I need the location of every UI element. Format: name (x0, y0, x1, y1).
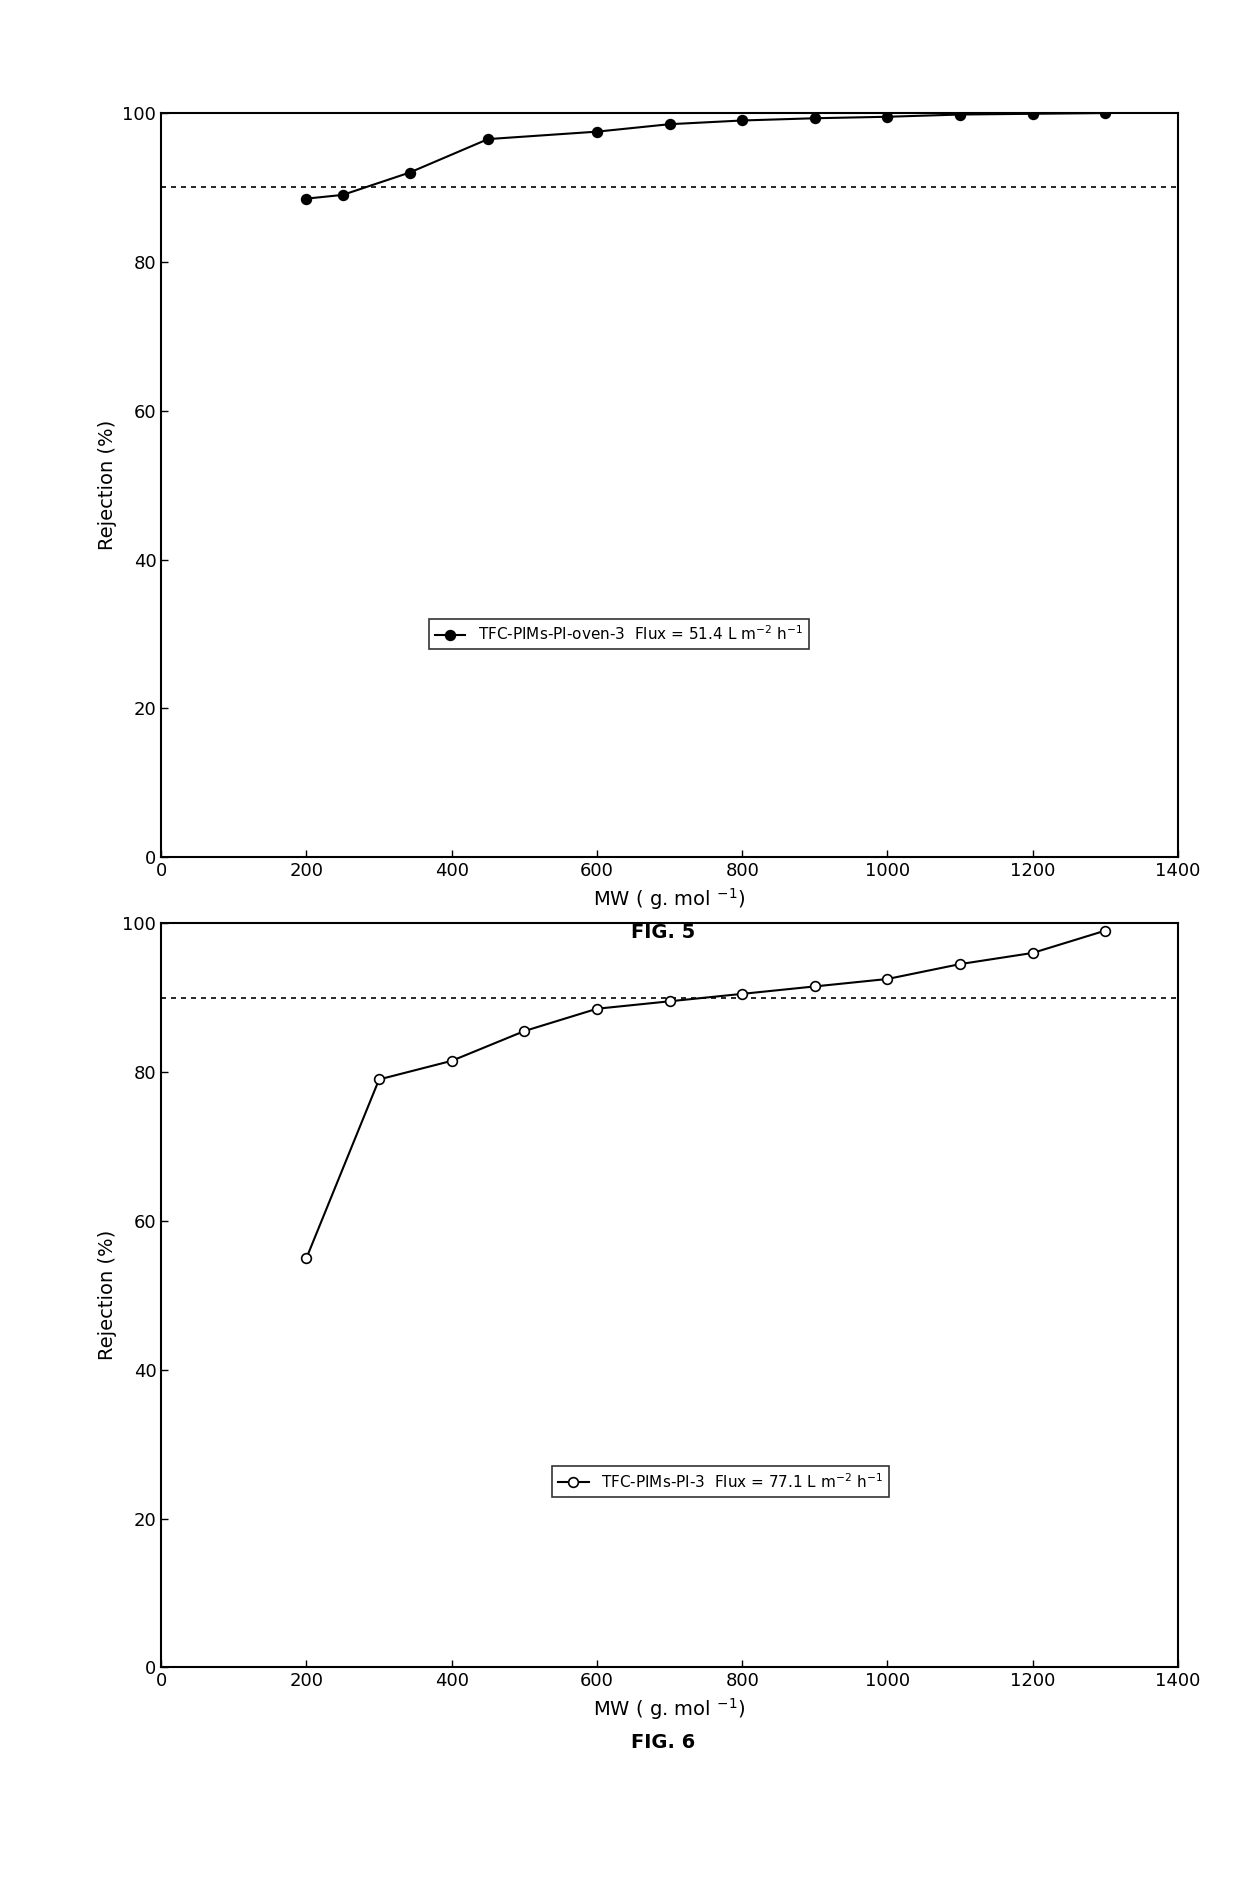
Legend: TFC-PIMs-PI-oven-3  Flux = 51.4 L m$^{-2}$ h$^{-1}$: TFC-PIMs-PI-oven-3 Flux = 51.4 L m$^{-2}… (429, 618, 808, 650)
Y-axis label: Rejection (%): Rejection (%) (98, 1230, 117, 1360)
Y-axis label: Rejection (%): Rejection (%) (98, 420, 117, 550)
Legend: TFC-PIMs-PI-3  Flux = 77.1 L m$^{-2}$ h$^{-1}$: TFC-PIMs-PI-3 Flux = 77.1 L m$^{-2}$ h$^… (552, 1466, 889, 1496)
Text: FIG. 6: FIG. 6 (631, 1733, 696, 1752)
Text: FIG. 5: FIG. 5 (631, 923, 696, 942)
X-axis label: MW ( g. mol $\mathregular{^{-1}}$): MW ( g. mol $\mathregular{^{-1}}$) (594, 1696, 745, 1722)
X-axis label: MW ( g. mol $\mathregular{^{-1}}$): MW ( g. mol $\mathregular{^{-1}}$) (594, 885, 745, 912)
